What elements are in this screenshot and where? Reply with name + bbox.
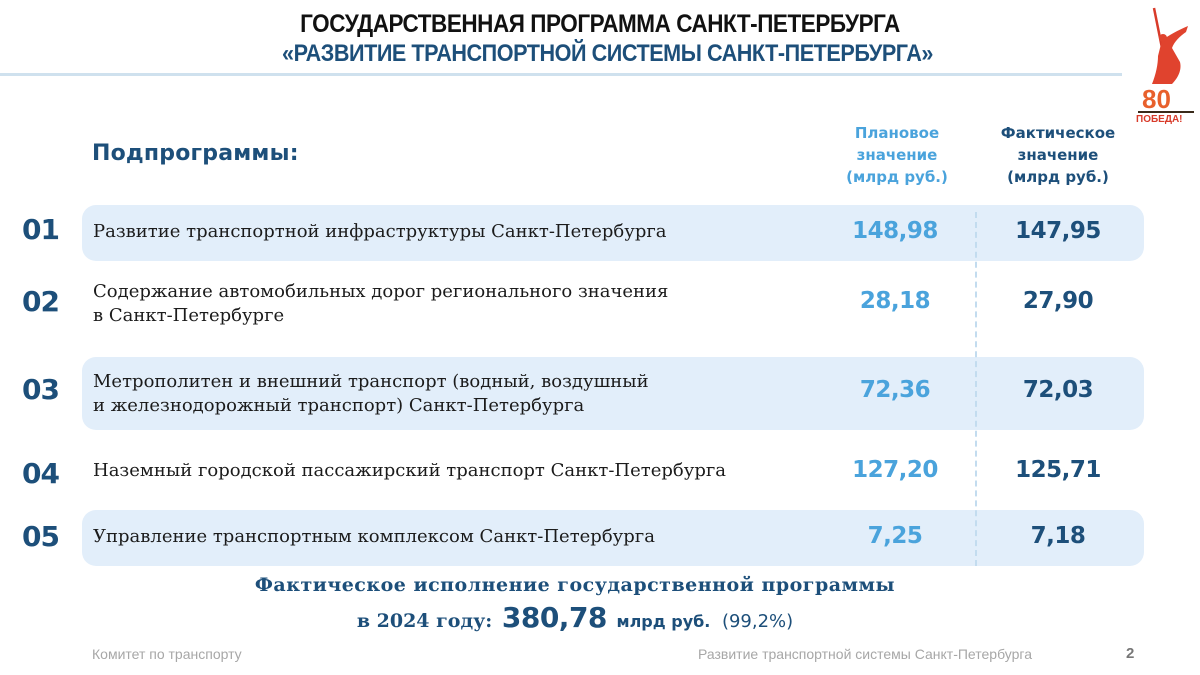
summary-line1: Фактическое исполнение государственной п… [254, 574, 896, 596]
footer-organization: Комитет по транспорту [92, 646, 242, 662]
row-number: 02 [22, 285, 60, 318]
svg-text:80: 80 [1142, 84, 1171, 114]
row-name: Метрополитен и внешний транспорт (водный… [93, 371, 649, 416]
row-number: 01 [22, 213, 60, 246]
summary-unit: млрд руб. [616, 612, 711, 631]
header-divider [0, 73, 1122, 76]
row-shade-05 [82, 510, 1144, 566]
summary-percent: (99,2%) [721, 611, 794, 632]
fact-value: 125,71 [1015, 457, 1101, 483]
summary-year-label: в 2024 году: [356, 610, 493, 632]
plan-value: 7,25 [867, 523, 923, 549]
plan-column-header: Плановое значение (млрд руб.) [846, 124, 948, 186]
row-name: Содержание автомобильных дорог региональ… [93, 281, 669, 326]
fact-value: 72,03 [1022, 377, 1094, 403]
row-number: 05 [22, 520, 60, 553]
victory-monument-icon: 80 ПОБЕДА! [1136, 7, 1194, 125]
row-number: 03 [22, 373, 60, 406]
plan-value: 148,98 [852, 218, 938, 244]
svg-text:ПОБЕДА!: ПОБЕДА! [1136, 114, 1183, 125]
footer-program-title: Развитие транспортной системы Санкт-Пете… [698, 646, 1033, 662]
row-shade-01 [82, 205, 1144, 261]
row-name: Развитие транспортной инфраструктуры Сан… [93, 221, 667, 242]
column-divider [975, 212, 977, 566]
row-shade-03 [82, 357, 1144, 430]
plan-value: 72,36 [859, 377, 931, 403]
victory-80-logo: 80 ПОБЕДА! [1128, 0, 1196, 125]
summary-amount: 380,78 [501, 601, 608, 634]
row-number: 04 [22, 457, 60, 490]
page-number: 2 [1126, 645, 1135, 662]
page-subtitle: «РАЗВИТИЕ ТРАНСПОРТНОЙ СИСТЕМЫ САНКТ-ПЕТ… [282, 40, 933, 67]
fact-value: 7,18 [1030, 523, 1086, 549]
row-name: Наземный городской пассажирский транспор… [93, 460, 726, 481]
row-name: Управление транспортным комплексом Санкт… [93, 526, 655, 547]
subprograms-heading: Подпрограммы: [92, 141, 299, 166]
plan-value: 127,20 [852, 457, 938, 483]
fact-value: 27,90 [1022, 288, 1094, 314]
fact-column-header: Фактическое значение (млрд руб.) [1000, 124, 1116, 186]
fact-value: 147,95 [1015, 218, 1101, 244]
page-title: ГОСУДАРСТВЕННАЯ ПРОГРАММА САНКТ-ПЕТЕРБУР… [300, 10, 900, 38]
plan-value: 28,18 [859, 288, 931, 314]
summary-line2: в 2024 году: 380,78 млрд руб. (99,2%) [0, 601, 1150, 634]
